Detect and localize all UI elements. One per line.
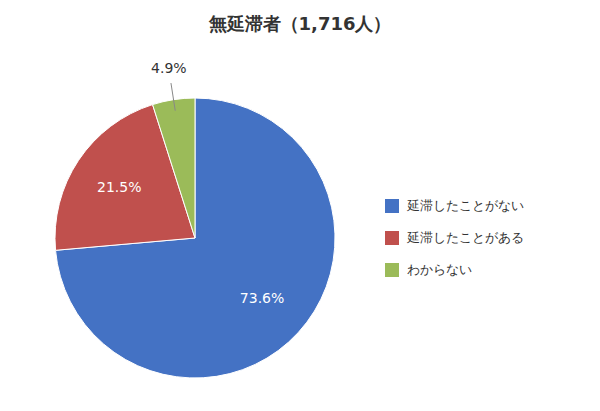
data-label: 73.6% [240,290,284,306]
legend-label: 延滞したことがない [406,198,524,213]
legend-label: 延滞したことがある [406,230,524,245]
chart: 無延滞者（1,716人） 73.6% 21.5% 4.9% 延滞したことがない延滞したこ… [0,0,600,411]
legend-swatch [385,199,399,213]
slice [153,98,195,238]
legend-swatch [385,263,399,277]
data-labels: 73.6% 21.5% 4.9% [97,60,284,306]
data-label: 4.9% [151,60,187,76]
pie [55,98,335,378]
data-label: 21.5% [97,179,141,195]
legend-label: わからない [407,262,472,277]
leader-line [171,83,175,111]
legend: 延滞したことがない延滞したことがあるわからない [385,198,524,278]
legend-item: 延滞したことがない [385,198,524,214]
legend-swatch [385,231,399,245]
title: 無延滞者（1,716人） [208,13,392,34]
slice [56,98,335,378]
legend-item: わからない [385,262,472,278]
legend-item: 延滞したことがある [385,230,524,246]
